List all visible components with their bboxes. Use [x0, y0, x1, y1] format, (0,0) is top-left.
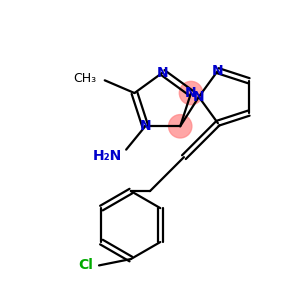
- Text: N: N: [185, 86, 197, 100]
- Text: N: N: [157, 65, 169, 80]
- Text: H₂N: H₂N: [93, 149, 122, 163]
- Text: N: N: [212, 64, 224, 78]
- Circle shape: [169, 115, 192, 138]
- Text: N: N: [140, 119, 151, 133]
- Text: CH₃: CH₃: [73, 72, 96, 85]
- Text: N: N: [193, 90, 205, 104]
- Circle shape: [179, 81, 203, 105]
- Text: Cl: Cl: [78, 258, 93, 272]
